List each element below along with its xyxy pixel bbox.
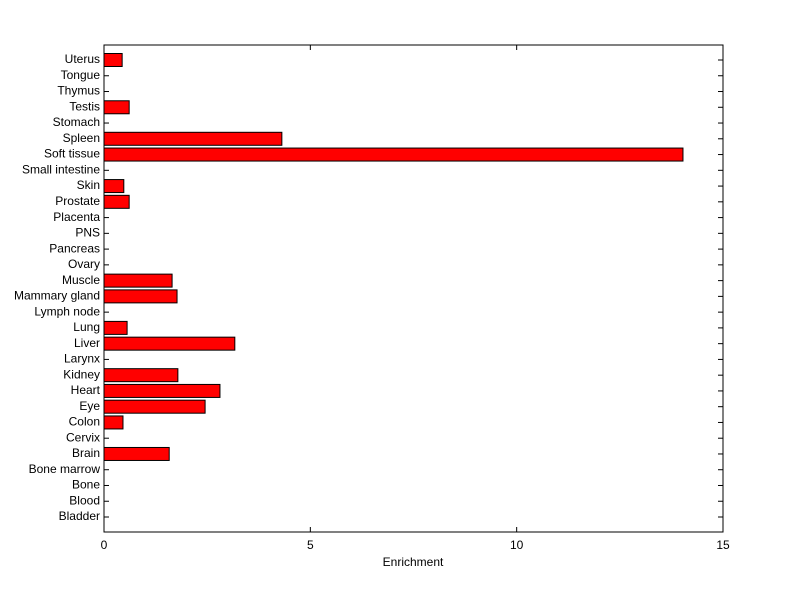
y-tick-label: PNS: [75, 226, 100, 240]
bar: [103, 320, 128, 335]
y-tick-label: Bladder: [59, 509, 100, 523]
y-tick-label: Lung: [73, 320, 100, 334]
y-tick-label: Stomach: [53, 115, 100, 129]
bar: [103, 179, 125, 194]
bar: [103, 368, 179, 383]
x-tick-label: 5: [307, 538, 314, 552]
y-tick-label: Soft tissue: [44, 147, 100, 161]
y-tick-label: Thymus: [57, 84, 100, 98]
y-tick-label: Skin: [77, 178, 100, 192]
bar: [103, 194, 130, 209]
y-tick-label: Colon: [69, 415, 100, 429]
y-tick-label: Prostate: [55, 194, 100, 208]
bar: [103, 289, 178, 304]
y-tick-label: Eye: [79, 399, 100, 413]
bar: [103, 399, 206, 414]
y-tick-label: Blood: [69, 493, 100, 507]
bar: [103, 147, 684, 162]
y-tick-label: Small intestine: [22, 162, 100, 176]
y-tick-label: Lymph node: [34, 304, 100, 318]
x-axis-label: Enrichment: [383, 555, 444, 569]
bar: [103, 273, 173, 288]
bar: [103, 336, 236, 351]
y-tick-label: Testis: [69, 99, 100, 113]
y-tick-label: Tongue: [61, 68, 101, 82]
bar: [103, 53, 123, 67]
plot-frame: [103, 44, 724, 533]
y-tick-label: Liver: [74, 336, 100, 350]
bar: [103, 383, 221, 398]
bar: [103, 100, 130, 115]
y-tick-label: Cervix: [66, 430, 100, 444]
y-tick-label: Uterus: [65, 52, 100, 66]
y-tick-label: Bone marrow: [29, 462, 101, 476]
bar: [103, 446, 170, 461]
x-tick-label: 15: [716, 538, 730, 552]
y-tick-label: Brain: [72, 446, 100, 460]
y-tick-label: Placenta: [53, 210, 100, 224]
y-tick-label: Spleen: [63, 131, 100, 145]
y-tick-label: Larynx: [64, 352, 100, 366]
y-tick-label: Mammary gland: [14, 289, 100, 303]
x-tick-label: 0: [101, 538, 108, 552]
y-tick-label: Muscle: [62, 273, 100, 287]
bar: [103, 131, 283, 146]
y-tick-label: Bone: [72, 478, 100, 492]
y-tick-label: Ovary: [68, 257, 100, 271]
bar: [103, 415, 124, 430]
y-tick-label: Pancreas: [49, 241, 100, 255]
x-tick-label: 10: [510, 538, 524, 552]
y-tick-label: Kidney: [63, 367, 100, 381]
y-tick-label: Heart: [71, 383, 101, 397]
